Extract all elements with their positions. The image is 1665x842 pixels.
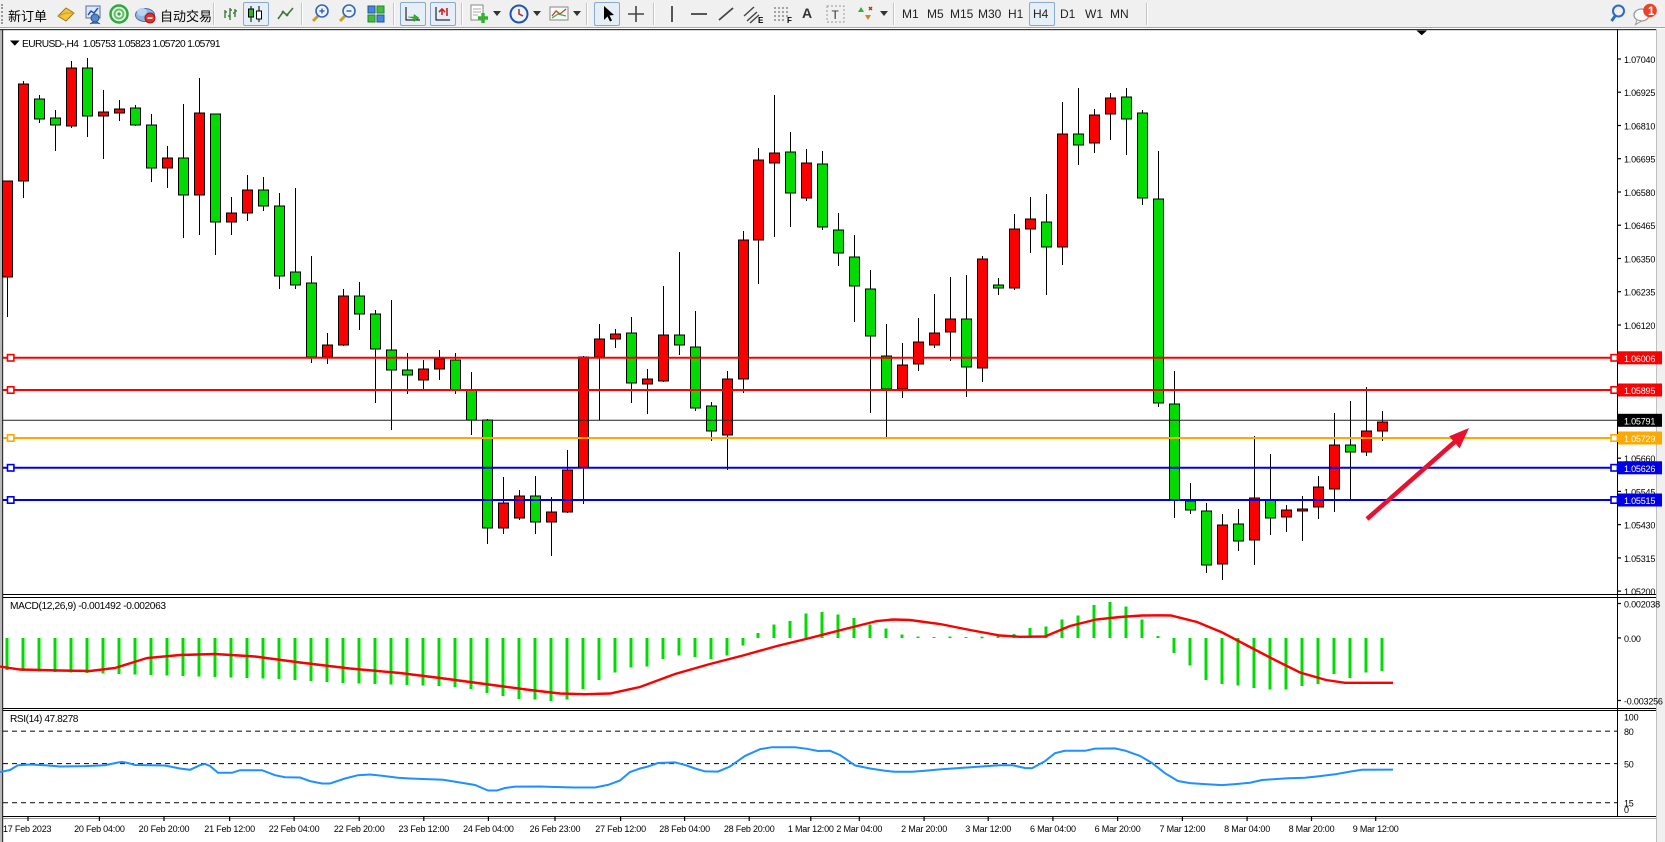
svg-text:100: 100 xyxy=(1624,712,1639,722)
svg-text:0: 0 xyxy=(1624,805,1629,815)
svg-text:15: 15 xyxy=(1624,799,1634,809)
svg-text:17 Feb 2023: 17 Feb 2023 xyxy=(3,824,52,834)
svg-text:22 Feb 04:00: 22 Feb 04:00 xyxy=(269,824,320,834)
svg-text:1.06580: 1.06580 xyxy=(1624,188,1655,198)
svg-text:22 Feb 20:00: 22 Feb 20:00 xyxy=(334,824,385,834)
svg-text:26 Feb 23:00: 26 Feb 23:00 xyxy=(530,824,581,834)
svg-text:1.06465: 1.06465 xyxy=(1624,221,1655,231)
svg-text:1.06006: 1.06006 xyxy=(1624,354,1655,364)
svg-text:20 Feb 20:00: 20 Feb 20:00 xyxy=(139,824,190,834)
svg-text:1.05315: 1.05315 xyxy=(1624,554,1655,564)
svg-text:2 Mar 04:00: 2 Mar 04:00 xyxy=(836,824,882,834)
svg-text:8 Mar 20:00: 8 Mar 20:00 xyxy=(1289,824,1335,834)
svg-text:1.06810: 1.06810 xyxy=(1624,122,1655,132)
svg-text:1.05729: 1.05729 xyxy=(1624,434,1655,444)
svg-text:8 Mar 04:00: 8 Mar 04:00 xyxy=(1224,824,1270,834)
svg-text:F: F xyxy=(787,16,792,24)
svg-text:1.05430: 1.05430 xyxy=(1624,521,1655,531)
svg-text:1.06350: 1.06350 xyxy=(1624,255,1655,265)
svg-text:0.00: 0.00 xyxy=(1624,634,1641,644)
svg-text:20 Feb 04:00: 20 Feb 04:00 xyxy=(74,824,125,834)
svg-text:1.05200: 1.05200 xyxy=(1624,587,1655,597)
svg-text:-0.003256: -0.003256 xyxy=(1624,697,1663,707)
svg-text:0.002038: 0.002038 xyxy=(1624,600,1660,610)
svg-text:28 Feb 20:00: 28 Feb 20:00 xyxy=(724,824,775,834)
svg-text:80: 80 xyxy=(1624,727,1634,737)
svg-text:3 Mar 12:00: 3 Mar 12:00 xyxy=(965,824,1011,834)
svg-text:T: T xyxy=(832,8,840,22)
svg-text:RSI(14) 47.8278: RSI(14) 47.8278 xyxy=(10,714,79,725)
svg-text:1 Mar 12:00: 1 Mar 12:00 xyxy=(788,824,834,834)
svg-text:MACD(12,26,9) -0.001492 -0.002: MACD(12,26,9) -0.001492 -0.002063 xyxy=(10,601,166,612)
svg-text:1.06235: 1.06235 xyxy=(1624,288,1655,298)
svg-text:50: 50 xyxy=(1624,760,1634,770)
svg-text:E: E xyxy=(758,16,764,24)
svg-text:1.05791: 1.05791 xyxy=(1624,416,1655,426)
svg-text:24 Feb 04:00: 24 Feb 04:00 xyxy=(463,824,514,834)
svg-text:1: 1 xyxy=(1648,6,1655,18)
svg-text:27 Feb 12:00: 27 Feb 12:00 xyxy=(595,824,646,834)
svg-text:21 Feb 12:00: 21 Feb 12:00 xyxy=(204,824,255,834)
svg-text:1.05660: 1.05660 xyxy=(1624,454,1655,464)
svg-text:7 Mar 12:00: 7 Mar 12:00 xyxy=(1159,824,1205,834)
svg-text:1.06695: 1.06695 xyxy=(1624,155,1655,165)
svg-text:1.07040: 1.07040 xyxy=(1624,55,1655,65)
svg-text:1.05626: 1.05626 xyxy=(1624,464,1655,474)
svg-text:1.06120: 1.06120 xyxy=(1624,321,1655,331)
svg-text:2 Mar 20:00: 2 Mar 20:00 xyxy=(901,824,947,834)
svg-text:28 Feb 04:00: 28 Feb 04:00 xyxy=(659,824,710,834)
svg-text:1.05515: 1.05515 xyxy=(1624,496,1655,506)
svg-text:9 Mar 12:00: 9 Mar 12:00 xyxy=(1353,824,1399,834)
svg-text:6 Mar 20:00: 6 Mar 20:00 xyxy=(1095,824,1141,834)
svg-text:1.05895: 1.05895 xyxy=(1624,386,1655,396)
svg-text:23 Feb 12:00: 23 Feb 12:00 xyxy=(398,824,449,834)
svg-text:1.06925: 1.06925 xyxy=(1624,88,1655,98)
svg-text:6 Mar 04:00: 6 Mar 04:00 xyxy=(1030,824,1076,834)
svg-text:1.05545: 1.05545 xyxy=(1624,487,1655,497)
svg-text:EURUSD-,H4 1.05753 1.05823 1.: EURUSD-,H4 1.05753 1.05823 1.05720 1.057… xyxy=(22,39,221,50)
